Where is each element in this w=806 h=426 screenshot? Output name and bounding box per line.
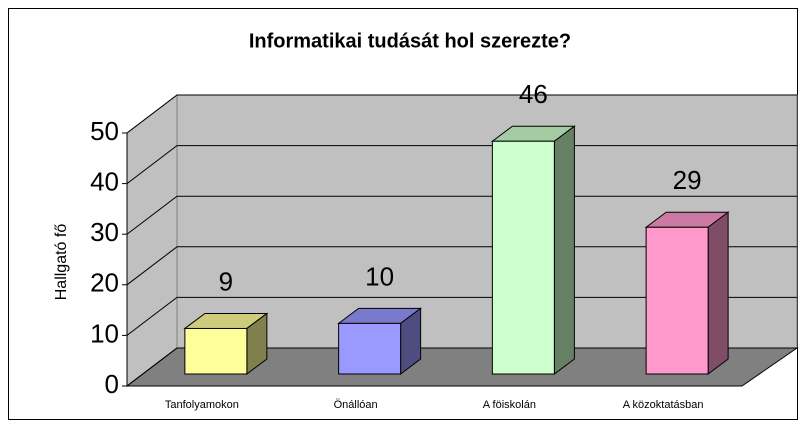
y-tick-label: 40 — [90, 166, 119, 196]
data-label: 9 — [219, 266, 233, 296]
bar — [184, 327, 248, 375]
x-tick-label: Önállóan — [334, 399, 378, 411]
grid-line — [126, 195, 797, 235]
chart-title: Informatikai tudását hol szerezte? — [249, 30, 571, 52]
x-tick-label: A közoktatásban — [623, 399, 704, 411]
bar-side — [707, 211, 729, 375]
y-axis-label: Hallgató fő — [53, 224, 70, 301]
y-tick-label: 0 — [105, 369, 119, 399]
x-tick-label: A föiskolán — [483, 399, 536, 411]
grid-line — [126, 246, 797, 286]
bar-side — [553, 125, 575, 375]
data-label: 10 — [365, 261, 394, 291]
bar — [645, 226, 709, 375]
grid-line — [126, 296, 797, 336]
y-tick-label: 10 — [90, 318, 119, 348]
bar — [491, 140, 555, 375]
grid-line — [126, 347, 797, 387]
y-tick-label: 20 — [90, 268, 119, 298]
y-tick-label: 50 — [90, 116, 119, 146]
grid-line — [126, 145, 797, 184]
side-wall — [126, 93, 178, 388]
data-label: 29 — [673, 165, 702, 195]
grid-line — [126, 94, 797, 134]
bar — [338, 322, 402, 375]
x-tick-label: Tanfolyamokon — [165, 399, 239, 411]
data-label: 46 — [519, 79, 548, 109]
y-tick-label: 30 — [90, 217, 119, 247]
